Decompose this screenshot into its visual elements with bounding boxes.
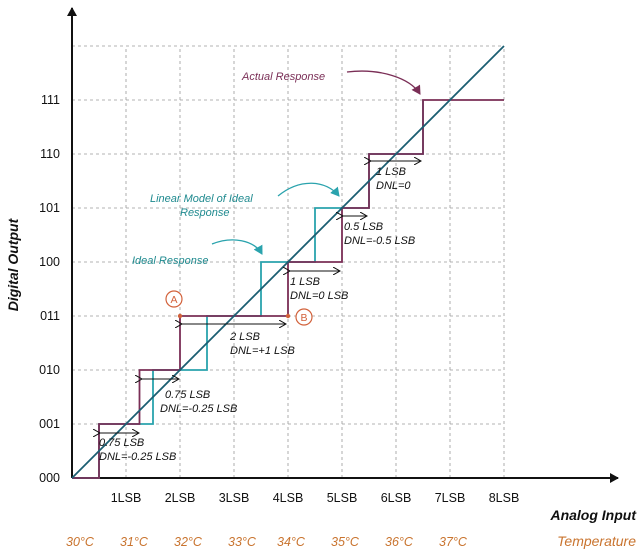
point-b-circle (295, 308, 313, 326)
dnl-annotations: 0.75 LSB DNL=-0.25 LSB 0.75 LSB DNL=-0.2… (99, 166, 415, 463)
annotation-width: 0.5 LSB (344, 221, 383, 233)
annotation-dnl: DNL=-0.25 LSB (160, 403, 237, 415)
temperature-value: 34°C (277, 535, 306, 549)
x-tick-label: 1LSB (111, 491, 142, 505)
y-tick-label: 010 (39, 363, 60, 377)
response-curves (71, 45, 505, 479)
dimension-arrows (100, 161, 421, 433)
annotation-dnl: DNL=0 (376, 180, 411, 192)
ideal-response-arrow (211, 239, 263, 255)
annotation-width: 1 LSB (290, 276, 320, 288)
point-b-dot (285, 313, 291, 319)
point-b-label: B (300, 312, 307, 324)
temperature-value: 37°C (439, 535, 468, 549)
x-tick-labels: 1LSB 2LSB 3LSB 4LSB 5LSB 6LSB 7LSB 8LSB (111, 491, 520, 505)
point-a-circle (165, 290, 183, 308)
y-tick-label: 110 (40, 147, 60, 161)
annotation-width: 0.75 LSB (99, 437, 144, 449)
actual-response-arrow (346, 70, 421, 95)
annotation-dnl: DNL=0 LSB (290, 290, 348, 302)
x-tick-label: 5LSB (327, 491, 358, 505)
temperature-row: 30°C 31°C 32°C 33°C 34°C 35°C 36°C 37°C … (66, 533, 636, 549)
annotation-dnl: DNL=-0.5 LSB (344, 235, 415, 247)
y-tick-label: 001 (39, 417, 60, 431)
y-tick-label: 100 (39, 255, 60, 269)
annotation-dnl: DNL=+1 LSB (230, 345, 295, 357)
x-tick-label: 8LSB (489, 491, 520, 505)
y-tick-label: 011 (40, 309, 60, 323)
actual-response-label: Actual Response (241, 71, 325, 83)
x-tick-label: 7LSB (435, 491, 466, 505)
annotation-width: 2 LSB (229, 331, 260, 343)
temperature-value: 32°C (174, 535, 203, 549)
x-tick-label: 3LSB (219, 491, 250, 505)
y-axis-title: Digital Output (5, 217, 21, 311)
annotation-width: 0.75 LSB (165, 389, 210, 401)
y-tick-label: 000 (39, 471, 60, 485)
y-tick-label: 111 (41, 93, 60, 107)
linear-model-label-line2: Response (180, 207, 230, 219)
linear-model-label-line1: Linear Model of Ideal (150, 193, 253, 205)
point-b-marker: B (285, 308, 313, 326)
linear-model-arrow (277, 182, 340, 197)
ideal-response-series (72, 100, 424, 479)
x-axis-title: Analog Input (549, 507, 637, 523)
x-tick-label: 2LSB (165, 491, 196, 505)
ideal-response-label: Ideal Response (132, 255, 208, 267)
temperature-value: 35°C (331, 535, 360, 549)
x-tick-label: 6LSB (381, 491, 412, 505)
temperature-value: 31°C (120, 535, 149, 549)
annotation-dnl: DNL=-0.25 LSB (99, 451, 176, 463)
annotation-width: 1 LSB (376, 166, 406, 178)
temperature-value: 36°C (385, 535, 414, 549)
point-a-label: A (170, 294, 177, 306)
y-tick-labels: 000 001 010 011 100 101 110 111 (39, 93, 60, 485)
point-a-dot (177, 313, 183, 319)
temperature-value: 33°C (228, 535, 257, 549)
x-tick-label: 4LSB (273, 491, 304, 505)
point-a-marker: A (165, 290, 183, 319)
temperature-value: 30°C (66, 535, 95, 549)
y-tick-label: 101 (39, 201, 60, 215)
linear-model-series (71, 45, 505, 479)
temperature-title: Temperature (557, 533, 636, 549)
